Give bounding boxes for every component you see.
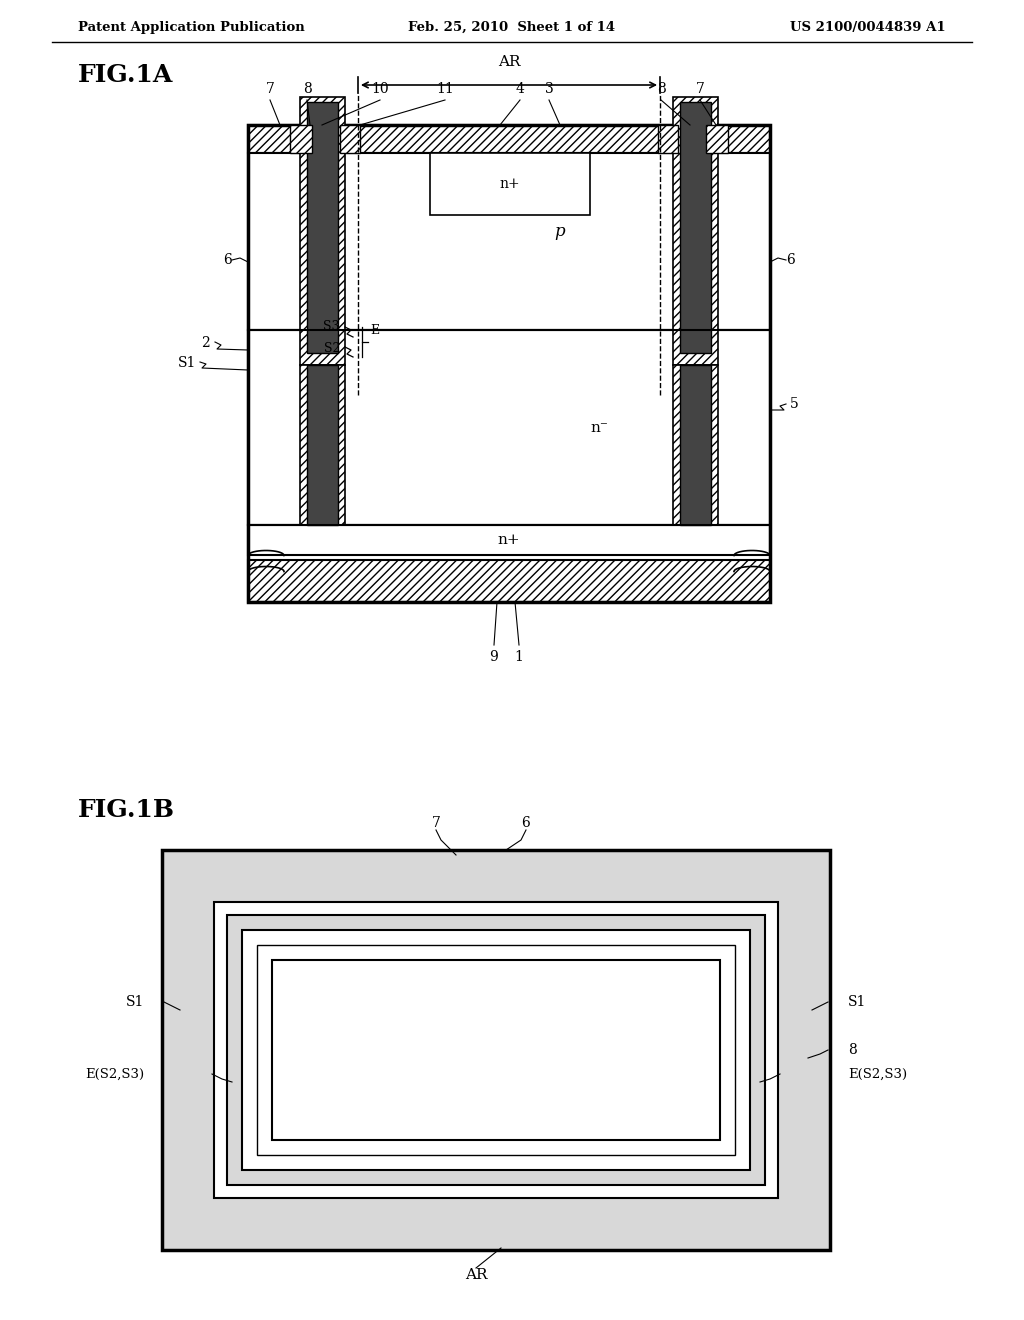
Text: n+: n+ <box>500 177 520 191</box>
Bar <box>307 102 338 352</box>
Text: S1: S1 <box>177 356 196 370</box>
Text: Feb. 25, 2010  Sheet 1 of 14: Feb. 25, 2010 Sheet 1 of 14 <box>409 21 615 33</box>
Text: 9: 9 <box>489 649 499 664</box>
Text: 4: 4 <box>515 82 524 96</box>
Bar <box>272 960 720 1140</box>
Text: 3: 3 <box>545 82 553 96</box>
Text: E(S2,S3): E(S2,S3) <box>848 1068 907 1081</box>
Bar <box>248 125 770 602</box>
Text: E: E <box>370 323 379 337</box>
Text: 1: 1 <box>515 649 523 664</box>
Text: AR: AR <box>498 55 520 69</box>
Bar <box>680 102 711 352</box>
Text: E(S2,S3): E(S2,S3) <box>85 1068 144 1081</box>
Bar <box>680 366 711 525</box>
Bar <box>300 366 345 525</box>
Bar <box>430 153 590 215</box>
Bar <box>257 945 735 1155</box>
Bar <box>706 125 728 153</box>
Text: 2: 2 <box>202 337 210 350</box>
Text: 8: 8 <box>303 82 311 96</box>
Text: p: p <box>555 223 565 240</box>
Text: 5: 5 <box>790 397 799 411</box>
Text: S1: S1 <box>848 995 866 1008</box>
Text: S3: S3 <box>324 321 340 334</box>
Text: 6: 6 <box>521 816 530 830</box>
Bar <box>248 330 770 525</box>
Bar <box>227 915 765 1185</box>
Bar <box>248 525 770 554</box>
Text: Patent Application Publication: Patent Application Publication <box>78 21 305 33</box>
Text: 7: 7 <box>265 82 274 96</box>
Text: 8: 8 <box>848 1043 857 1057</box>
Text: FIG.1A: FIG.1A <box>78 63 173 87</box>
Text: 8: 8 <box>656 82 666 96</box>
Text: 6: 6 <box>223 253 232 267</box>
Text: FIG.1B: FIG.1B <box>78 799 175 822</box>
Text: 11: 11 <box>436 82 454 96</box>
Bar <box>290 125 312 153</box>
Bar <box>340 125 360 153</box>
Bar <box>300 96 345 366</box>
Bar <box>248 153 770 330</box>
Text: AR: AR <box>465 1269 487 1282</box>
Text: 7: 7 <box>431 816 440 830</box>
Text: n⁻: n⁻ <box>590 421 608 434</box>
Bar <box>658 125 678 153</box>
Text: 10: 10 <box>371 82 389 96</box>
Text: US 2100/0044839 A1: US 2100/0044839 A1 <box>791 21 946 33</box>
Bar <box>248 560 770 602</box>
Text: S1: S1 <box>126 995 144 1008</box>
Bar <box>162 850 830 1250</box>
Bar <box>248 125 770 153</box>
Bar <box>307 366 338 525</box>
Text: S2: S2 <box>324 342 340 355</box>
Text: 6: 6 <box>786 253 795 267</box>
Bar <box>673 96 718 366</box>
Text: 7: 7 <box>695 82 705 96</box>
Text: n+: n+ <box>498 533 520 546</box>
Bar <box>242 931 750 1170</box>
Bar <box>214 902 778 1199</box>
Bar <box>673 366 718 525</box>
